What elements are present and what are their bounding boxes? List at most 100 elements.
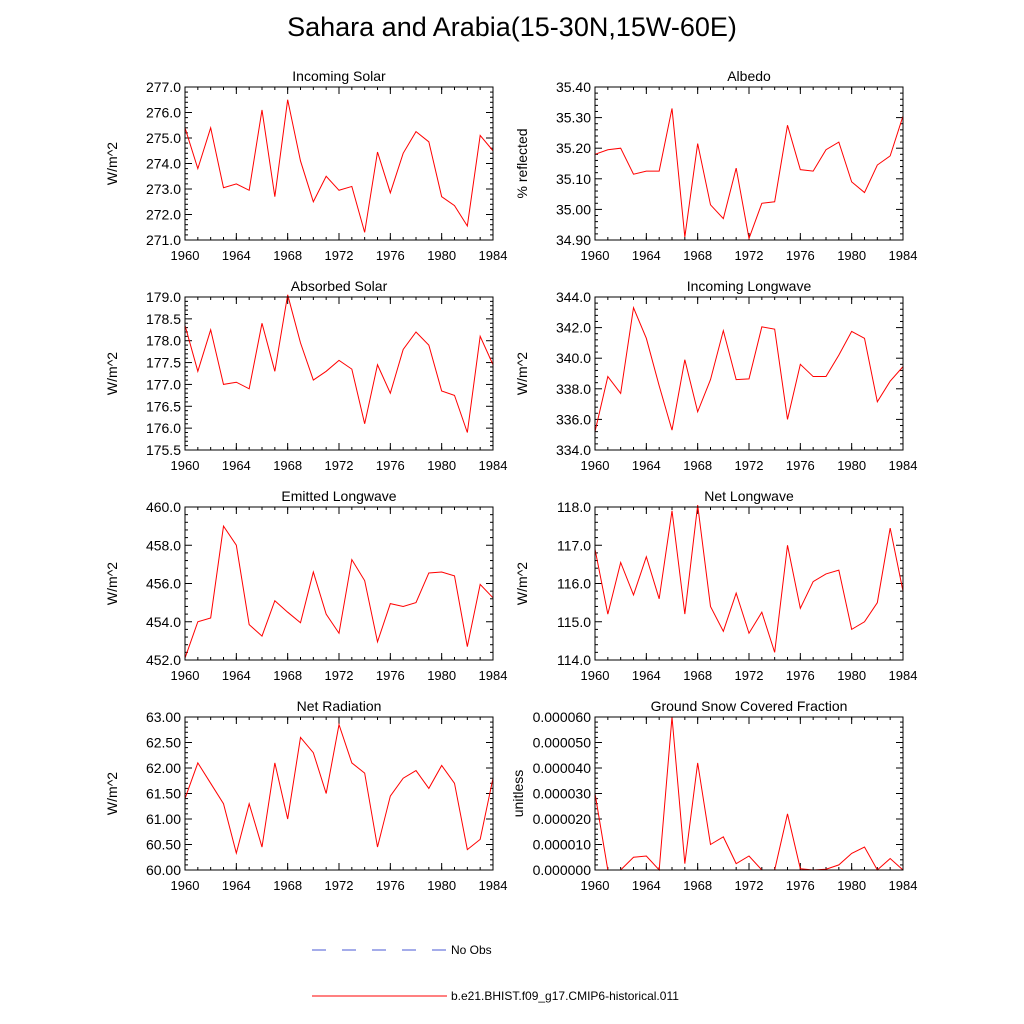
panel-title: Incoming Longwave bbox=[687, 278, 812, 294]
x-tick-label: 1968 bbox=[683, 878, 712, 893]
legend-item-model: b.e21.BHIST.f09_g17.CMIP6-historical.011 bbox=[312, 989, 679, 1003]
x-tick-label: 1960 bbox=[171, 878, 200, 893]
series-line bbox=[184, 722, 494, 856]
x-tick-label: 1960 bbox=[581, 668, 610, 683]
x-tick-label: 1972 bbox=[325, 878, 354, 893]
y-axis-label: % reflected bbox=[514, 128, 530, 198]
legend: No Obs b.e21.BHIST.f09_g17.CMIP6-historic… bbox=[312, 943, 679, 1003]
x-tick-label: 1972 bbox=[735, 248, 764, 263]
x-tick-label: 1980 bbox=[837, 458, 866, 473]
y-tick-label: 63.00 bbox=[146, 709, 181, 725]
y-tick-label: 0.000060 bbox=[533, 709, 592, 725]
y-tick-label: 0.000000 bbox=[533, 862, 592, 878]
y-tick-label: 274.0 bbox=[146, 156, 181, 172]
plot-frame bbox=[184, 296, 494, 451]
panel-emitted-longwave: Emitted Longwave W/m^2 1960 1964 1968 1972 197… bbox=[104, 488, 507, 683]
series-line bbox=[184, 99, 494, 233]
y-tick-label: 336.0 bbox=[556, 411, 591, 427]
y-tick-label: 175.5 bbox=[146, 442, 181, 458]
x-tick-label: 1984 bbox=[889, 458, 918, 473]
series-line bbox=[184, 294, 494, 433]
panel-incoming-longwave: Incoming Longwave W/m^2 1960 1964 1968 1972 19… bbox=[514, 278, 917, 473]
y-tick-label: 118.0 bbox=[557, 499, 591, 515]
x-tick-label: 1976 bbox=[786, 668, 815, 683]
y-tick-label: 342.0 bbox=[556, 320, 591, 336]
x-tick-label: 1976 bbox=[376, 248, 405, 263]
panel-title: Albedo bbox=[727, 68, 771, 84]
plot-frame bbox=[184, 86, 494, 241]
y-tick-label: 179.0 bbox=[146, 289, 181, 305]
x-tick-label: 1968 bbox=[273, 248, 302, 263]
x-tick-label: 1964 bbox=[222, 668, 251, 683]
x-tick-label: 1968 bbox=[273, 458, 302, 473]
x-tick-label: 1972 bbox=[325, 248, 354, 263]
x-tick-label: 1972 bbox=[325, 458, 354, 473]
x-tick-label: 1980 bbox=[837, 878, 866, 893]
panel-title: Ground Snow Covered Fraction bbox=[651, 698, 848, 714]
x-tick-label: 1980 bbox=[837, 668, 866, 683]
x-tick-label: 1984 bbox=[479, 458, 508, 473]
plot-frame bbox=[184, 716, 494, 871]
y-tick-label: 340.0 bbox=[556, 350, 591, 366]
y-tick-label: 60.00 bbox=[146, 862, 181, 878]
panel-net-radiation: Net Radiation W/m^2 1960 1964 1968 1972 1976 19… bbox=[104, 698, 507, 893]
panel-title: Net Radiation bbox=[297, 698, 382, 714]
x-tick-label: 1984 bbox=[479, 668, 508, 683]
y-tick-label: 61.00 bbox=[146, 811, 181, 827]
y-axis-label: unitless bbox=[510, 770, 526, 817]
y-tick-label: 277.0 bbox=[146, 79, 181, 95]
y-axis-label: W/m^2 bbox=[104, 562, 120, 605]
x-tick-label: 1984 bbox=[889, 878, 918, 893]
plot-frame bbox=[594, 506, 904, 661]
y-tick-label: 176.5 bbox=[146, 398, 181, 414]
y-tick-label: 178.0 bbox=[146, 333, 181, 349]
panel-net-longwave: Net Longwave W/m^2 1960 1964 1968 1972 1976 198… bbox=[514, 488, 917, 683]
y-tick-label: 460.0 bbox=[146, 499, 181, 515]
y-tick-label: 452.0 bbox=[146, 652, 181, 668]
x-tick-label: 1980 bbox=[427, 878, 456, 893]
y-tick-label: 454.0 bbox=[146, 614, 181, 630]
y-tick-label: 272.0 bbox=[146, 207, 181, 223]
y-tick-label: 115.0 bbox=[557, 614, 591, 630]
y-axis-label: W/m^2 bbox=[104, 772, 120, 815]
series-line bbox=[184, 524, 494, 659]
y-tick-label: 338.0 bbox=[556, 381, 591, 397]
x-tick-label: 1960 bbox=[171, 458, 200, 473]
panel-albedo: Albedo % reflected 1960 1964 1968 1972 1976 198… bbox=[514, 68, 917, 263]
y-tick-label: 456.0 bbox=[146, 576, 181, 592]
y-tick-label: 273.0 bbox=[146, 181, 181, 197]
y-tick-label: 177.0 bbox=[146, 376, 181, 392]
y-axis-label: W/m^2 bbox=[104, 142, 120, 185]
y-tick-label: 61.50 bbox=[146, 786, 181, 802]
panel-incoming-solar: Incoming Solar W/m^2 1960 1964 1968 1972 1976 1… bbox=[104, 68, 507, 263]
y-tick-label: 344.0 bbox=[556, 289, 591, 305]
x-tick-label: 1964 bbox=[222, 878, 251, 893]
panels-group: Incoming Solar W/m^2 1960 1964 1968 1972 1976 1… bbox=[104, 68, 917, 893]
x-tick-label: 1976 bbox=[786, 878, 815, 893]
y-tick-label: 116.0 bbox=[557, 576, 591, 592]
x-tick-label: 1972 bbox=[735, 878, 764, 893]
x-tick-label: 1980 bbox=[427, 248, 456, 263]
x-tick-label: 1984 bbox=[479, 878, 508, 893]
x-tick-label: 1976 bbox=[786, 248, 815, 263]
x-tick-label: 1964 bbox=[222, 248, 251, 263]
y-tick-label: 62.50 bbox=[146, 735, 181, 751]
y-tick-label: 62.00 bbox=[146, 760, 181, 776]
y-tick-label: 34.90 bbox=[556, 232, 591, 248]
x-tick-label: 1972 bbox=[735, 668, 764, 683]
y-tick-label: 176.0 bbox=[146, 420, 181, 436]
legend-label: No Obs bbox=[451, 943, 492, 957]
y-tick-label: 275.0 bbox=[146, 130, 181, 146]
x-tick-label: 1984 bbox=[889, 668, 918, 683]
panel-absorbed-solar: Absorbed Solar W/m^2 1960 1964 1968 1972 1976 1… bbox=[104, 278, 507, 473]
x-tick-label: 1964 bbox=[632, 458, 661, 473]
x-tick-label: 1960 bbox=[581, 458, 610, 473]
y-tick-label: 0.000030 bbox=[533, 786, 592, 802]
x-tick-label: 1960 bbox=[581, 248, 610, 263]
x-tick-label: 1972 bbox=[325, 668, 354, 683]
y-tick-label: 0.000010 bbox=[533, 837, 592, 853]
y-tick-label: 178.5 bbox=[146, 311, 181, 327]
series-line bbox=[594, 305, 904, 432]
y-axis-label: W/m^2 bbox=[104, 352, 120, 395]
